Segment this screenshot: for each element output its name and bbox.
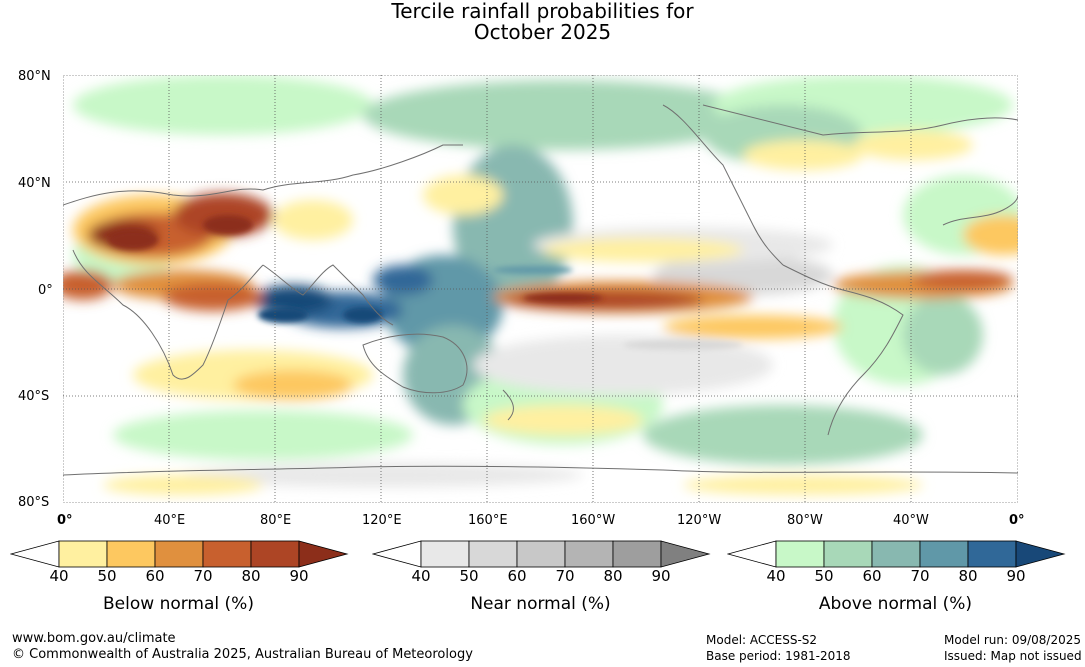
lat-label-80s: 80°S	[18, 495, 50, 510]
below-normal-label: Below normal (%)	[103, 594, 254, 614]
tick-label: 90	[289, 567, 309, 585]
tick-label: 70	[555, 567, 575, 585]
tick-label: 50	[97, 567, 117, 585]
lon-label-40e: 40°E	[154, 513, 186, 528]
model-name: Model: ACCESS-S2	[706, 633, 818, 647]
colorbar-segment	[871, 540, 921, 568]
colorbar-segment	[202, 540, 252, 568]
map-title-line1: Tercile rainfall probabilities for	[391, 0, 694, 23]
model-run-date: Model run: 09/08/2025	[944, 633, 1082, 647]
tick-label: 60	[507, 567, 527, 585]
colorbar-segment	[468, 540, 518, 568]
lon-label-40w: 40°W	[893, 513, 929, 528]
colorbar-segment	[564, 540, 614, 568]
colorbar-segment	[154, 540, 204, 568]
lat-label-80n: 80°N	[18, 69, 51, 84]
tick-label: 70	[193, 567, 213, 585]
website-link[interactable]: www.bom.gov.au/climate	[12, 631, 176, 646]
lon-label-0-east: 0°	[1009, 513, 1025, 528]
graticule	[63, 75, 1018, 503]
near-normal-colorbar	[372, 540, 711, 568]
colorbar-segment	[612, 540, 662, 568]
tick-label: 90	[1006, 567, 1026, 585]
probability-field	[63, 75, 1018, 495]
colorbar-segment	[919, 540, 969, 568]
tick-label: 80	[241, 567, 261, 585]
colorbar-high-arrow	[1015, 540, 1066, 568]
lat-label-0: 0°	[38, 283, 53, 298]
lon-label-80w: 80°W	[787, 513, 823, 528]
tick-label: 80	[958, 567, 978, 585]
colorbar-high-arrow	[298, 540, 349, 568]
coastlines	[63, 104, 1018, 476]
copyright-notice: © Commonwealth of Australia 2025, Austra…	[12, 647, 473, 662]
tick-label: 50	[814, 567, 834, 585]
colorbar-segment	[967, 540, 1017, 568]
tick-label: 90	[651, 567, 671, 585]
near-normal-label: Near normal (%)	[470, 594, 611, 614]
lon-label-120e: 120°E	[362, 513, 402, 528]
tick-label: 60	[145, 567, 165, 585]
tick-label: 40	[766, 567, 786, 585]
issued-status: Issued: Map not issued	[944, 649, 1082, 663]
above-normal-label: Above normal (%)	[818, 594, 973, 614]
colorbar-low-arrow	[10, 540, 60, 568]
colorbar-high-arrow	[660, 540, 711, 568]
rainfall-probability-map	[63, 75, 1018, 503]
colorbar-segment	[250, 540, 300, 568]
tick-label: 40	[49, 567, 69, 585]
colorbar-segment	[420, 540, 470, 568]
colorbar-low-arrow	[372, 540, 422, 568]
tick-label: 50	[459, 567, 479, 585]
tick-label: 60	[862, 567, 882, 585]
map-frame	[63, 75, 1018, 503]
base-period: Base period: 1981-2018	[706, 649, 851, 663]
map-title-line2: October 2025	[473, 20, 612, 44]
colorbar-segment	[106, 540, 156, 568]
lon-label-0: 0°	[57, 513, 73, 528]
tick-label: 80	[603, 567, 623, 585]
colorbar-low-arrow	[727, 540, 777, 568]
lat-label-40s: 40°S	[18, 389, 50, 404]
colorbar-segment	[58, 540, 108, 568]
below-normal-colorbar	[10, 540, 349, 568]
tick-label: 70	[910, 567, 930, 585]
colorbar-segment	[775, 540, 825, 568]
lon-label-160e: 160°E	[468, 513, 508, 528]
colorbar-segment	[516, 540, 566, 568]
colorbar-segment	[823, 540, 873, 568]
above-normal-colorbar	[727, 540, 1066, 568]
lon-label-120w: 120°W	[677, 513, 722, 528]
tick-label: 40	[411, 567, 431, 585]
probability-detail	[108, 215, 743, 350]
lon-label-80e: 80°E	[260, 513, 292, 528]
lat-label-40n: 40°N	[18, 176, 51, 191]
lon-label-160w: 160°W	[571, 513, 616, 528]
